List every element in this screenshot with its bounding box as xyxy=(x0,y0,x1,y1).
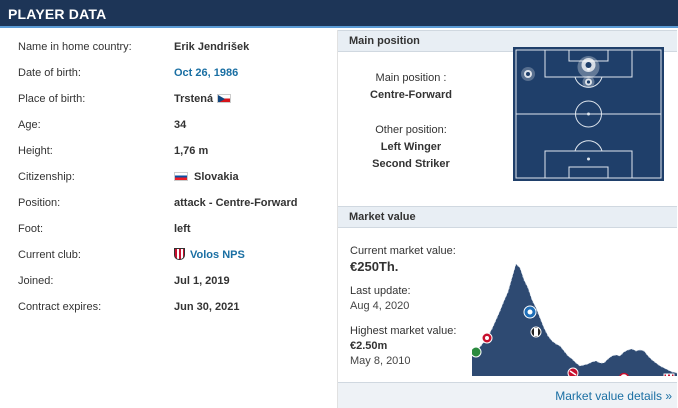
main-position-header: Main position xyxy=(338,30,677,52)
main-position-block: Main position : Centre-Forward xyxy=(338,70,484,104)
current-market-value-block: Current market value: €250Th. xyxy=(350,244,456,274)
row-label: Age: xyxy=(18,119,41,131)
row-label: Foot: xyxy=(18,223,44,235)
last-update-block: Last update: Aug 4, 2020 xyxy=(350,284,411,314)
row-date-of-birth: Date of birth: Oct 26, 1986 xyxy=(18,64,328,82)
highest-market-value: €2.50m xyxy=(350,340,388,352)
czech-flag-icon xyxy=(217,94,232,103)
row-label: Contract expires: xyxy=(18,301,102,313)
row-label: Joined: xyxy=(18,275,54,287)
row-value: attack - Centre-Forward xyxy=(174,197,298,209)
date-of-birth-link[interactable]: Oct 26, 1986 xyxy=(174,67,239,79)
section-title: PLAYER DATA xyxy=(8,6,107,22)
row-label: Current club: xyxy=(18,249,81,261)
market-value-heading: Market value xyxy=(349,211,416,223)
other-position-marker-left-winger xyxy=(521,67,535,81)
club-badge-icon xyxy=(523,305,537,319)
row-place-of-birth: Place of birth: Trstená xyxy=(18,90,328,108)
club-badge-icon xyxy=(619,372,629,376)
highest-market-value-date: May 8, 2010 xyxy=(350,355,411,367)
other-position-value: Second Striker xyxy=(372,158,450,170)
row-value: Trstená xyxy=(174,93,214,105)
row-value-wrap: Volos NPS xyxy=(174,246,245,264)
club-crest-icon[interactable] xyxy=(174,248,185,260)
section-header: PLAYER DATA xyxy=(0,0,678,28)
row-foot: Foot: left xyxy=(18,220,328,238)
right-column: Main position Main position : Centre-For… xyxy=(337,30,678,408)
current-market-value: €250Th. xyxy=(350,259,399,274)
market-value-details-link[interactable]: Market value details » xyxy=(555,389,672,403)
row-current-club: Current club: Volos NPS xyxy=(18,246,328,264)
row-value-wrap: Trstená xyxy=(174,90,235,108)
row-value: Erik Jendrišek xyxy=(174,41,250,53)
last-update-label: Last update: xyxy=(350,285,411,297)
pitch-lines xyxy=(515,49,662,179)
player-data-list: Name in home country: Erik Jendrišek Dat… xyxy=(0,30,336,408)
market-value-footer xyxy=(338,382,677,408)
row-value: Jul 1, 2019 xyxy=(174,275,230,287)
row-value: left xyxy=(174,223,191,235)
row-label: Citizenship: xyxy=(18,171,75,183)
club-badge-icon xyxy=(663,373,675,376)
current-market-value-label: Current market value: xyxy=(350,245,456,257)
row-label: Name in home country: xyxy=(18,41,132,53)
highest-market-value-label: Highest market value: xyxy=(350,325,457,337)
market-value-sparkline[interactable] xyxy=(472,256,677,376)
last-update-value: Aug 4, 2020 xyxy=(350,300,410,312)
row-joined: Joined: Jul 1, 2019 xyxy=(18,272,328,290)
row-citizenship: Citizenship: Slovakia xyxy=(18,168,328,186)
row-label: Date of birth: xyxy=(18,67,81,79)
club-badge-icon xyxy=(567,367,579,376)
other-position-label: Other position: xyxy=(375,124,447,136)
main-position-value: Centre-Forward xyxy=(370,89,452,101)
market-value-header: Market value xyxy=(338,206,677,228)
other-position-marker-second-striker xyxy=(582,76,595,88)
row-value-wrap: Slovakia xyxy=(174,168,239,186)
row-height: Height: 1,76 m xyxy=(18,142,328,160)
row-contract-expires: Contract expires: Jun 30, 2021 xyxy=(18,298,328,316)
highest-market-value-block: Highest market value: €2.50m May 8, 2010 xyxy=(350,324,456,369)
slovakia-flag-icon xyxy=(174,172,188,181)
row-label: Position: xyxy=(18,197,61,209)
row-position: Position: attack - Centre-Forward xyxy=(18,194,328,212)
club-badge-icon xyxy=(472,346,482,358)
row-value: 34 xyxy=(174,119,187,131)
row-name-home-country: Name in home country: Erik Jendrišek xyxy=(18,38,328,56)
main-position-marker-centre-forward xyxy=(577,56,600,78)
other-position-value: Left Winger xyxy=(380,141,442,153)
sparkline-area xyxy=(472,264,677,376)
row-value: 1,76 m xyxy=(174,145,209,157)
row-age: Age: 34 xyxy=(18,116,328,134)
club-badge-icon xyxy=(481,332,493,344)
club-badge-icon xyxy=(530,326,542,338)
row-value: Slovakia xyxy=(194,171,239,183)
main-position-heading: Main position xyxy=(349,35,420,47)
row-label: Height: xyxy=(18,145,53,157)
row-value: Jun 30, 2021 xyxy=(174,301,240,313)
other-position-block: Other position: Left Winger Second Strik… xyxy=(338,122,484,173)
current-club-link[interactable]: Volos NPS xyxy=(190,249,245,261)
position-pitch xyxy=(513,47,664,181)
main-position-label: Main position : xyxy=(375,72,447,84)
row-label: Place of birth: xyxy=(18,93,86,105)
